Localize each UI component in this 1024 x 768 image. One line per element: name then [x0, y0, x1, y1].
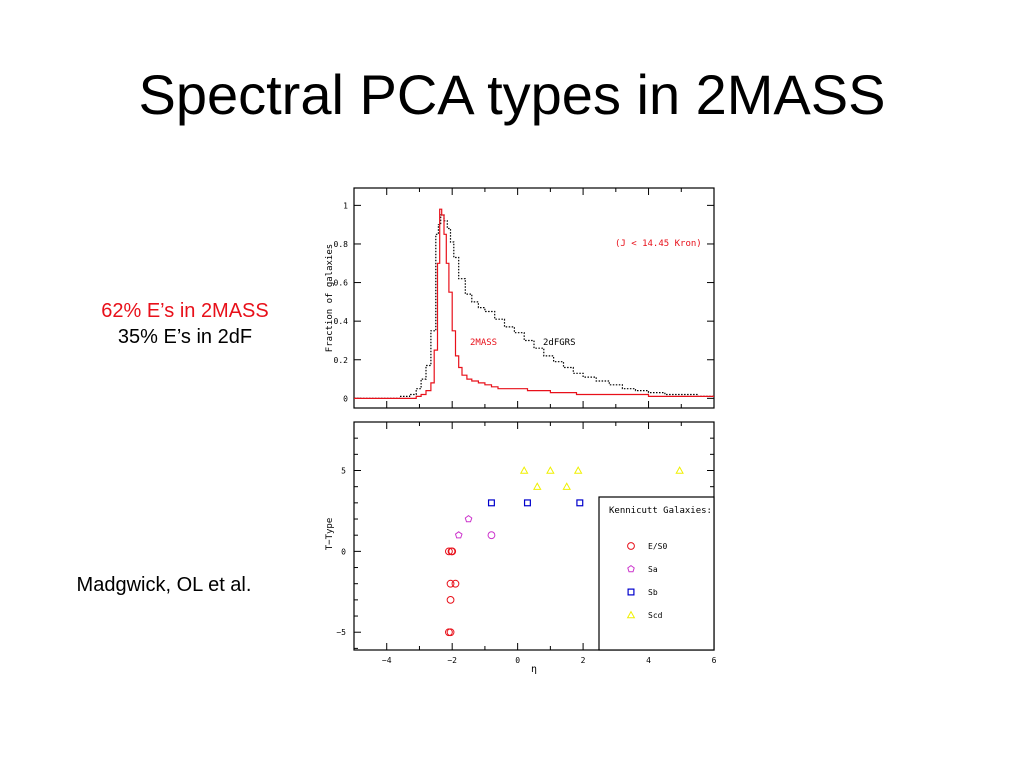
- series-line-2dfgrs: [354, 214, 714, 399]
- data-point-sb: [576, 499, 584, 507]
- scatter-x-axis-label: η: [531, 664, 537, 675]
- legend-label-scd: Scd: [648, 611, 663, 620]
- slide-title: Spectral PCA types in 2MASS: [138, 63, 886, 126]
- histogram-lines: [354, 208, 714, 399]
- histogram-y-tick-label: 1: [343, 201, 348, 210]
- legend-box: [598, 496, 715, 651]
- series-label-2mass: 2MASS: [470, 338, 497, 348]
- legend-marker-sb: [627, 588, 635, 596]
- scatter-x-tick-label: 2: [581, 656, 586, 665]
- data-point-e-s0: [445, 628, 453, 637]
- scatter-y-tick-label: −5: [336, 628, 346, 637]
- data-point-scd: [546, 466, 555, 474]
- histogram-y-tick-label: 0.6: [334, 279, 349, 288]
- data-point-e-s0: [448, 547, 457, 556]
- histogram-y-tick-label: 0.4: [334, 317, 349, 326]
- data-point-sb: [523, 499, 531, 507]
- scatter-points: [445, 466, 684, 637]
- scatter-y-axis-label: T−Type: [325, 518, 335, 551]
- histogram-ticks: 0 0.2 0.4 0.6 0.8 1: [334, 188, 715, 408]
- note-2df-fraction: 35% E’s in 2dF: [117, 326, 253, 348]
- series-line-2mass: [354, 208, 714, 399]
- scatter-x-tick-label: −4: [382, 656, 392, 665]
- data-point-scd: [533, 482, 542, 490]
- data-point-sa: [464, 514, 473, 523]
- scatter-x-tick-label: 6: [712, 656, 717, 665]
- note-2mass-fraction: 62% E’s in 2MASS: [101, 300, 269, 322]
- legend-items: E/S0 Sa Sb Scd: [626, 542, 667, 620]
- legend-label-sa: Sa: [648, 565, 658, 574]
- figure: 0 0.2 0.4 0.6 0.8 1 Fraction of galaxies (J <…: [325, 187, 717, 675]
- legend-marker-scd: [626, 610, 636, 619]
- scatter-x-tick-label: −2: [447, 656, 457, 665]
- histogram-y-tick-label: 0: [343, 394, 348, 403]
- data-point-e-s0: [445, 547, 453, 556]
- data-point-scd: [519, 466, 529, 474]
- histogram-y-axis-label: Fraction of galaxies: [325, 244, 335, 352]
- scatter-y-tick-label: 5: [341, 467, 346, 476]
- legend-label-sb: Sb: [648, 588, 658, 597]
- credit-text: Madgwick, OL et al.: [76, 574, 252, 596]
- histogram-y-tick-label: 0.8: [334, 240, 349, 249]
- data-point-extra: [487, 531, 496, 540]
- legend-title: Kennicutt Galaxies:: [609, 506, 712, 516]
- data-point-scd: [675, 466, 684, 474]
- data-point-sb: [487, 499, 495, 507]
- data-point-e-s0: [446, 579, 455, 588]
- histogram-y-tick-label: 0.2: [334, 356, 349, 365]
- data-point-sa: [454, 531, 463, 539]
- data-point-e-s0: [446, 595, 455, 604]
- series-label-2dfgrs: 2dFGRS: [543, 338, 576, 348]
- data-point-scd: [562, 482, 571, 490]
- legend-marker-sa: [627, 564, 635, 573]
- data-point-e-s0: [451, 579, 460, 588]
- scatter-x-tick-label: 4: [646, 656, 651, 665]
- scatter-y-tick-label: 0: [341, 547, 346, 556]
- legend-marker-e-s0: [627, 542, 635, 550]
- legend-label-e-s0: E/S0: [648, 542, 667, 551]
- scatter-x-tick-label: 0: [515, 656, 520, 665]
- data-point-scd: [573, 466, 583, 474]
- histogram-annotation: (J < 14.45 Kron): [615, 239, 702, 249]
- data-point-e-s0: [446, 628, 455, 637]
- histogram-panel-frame: [353, 187, 715, 409]
